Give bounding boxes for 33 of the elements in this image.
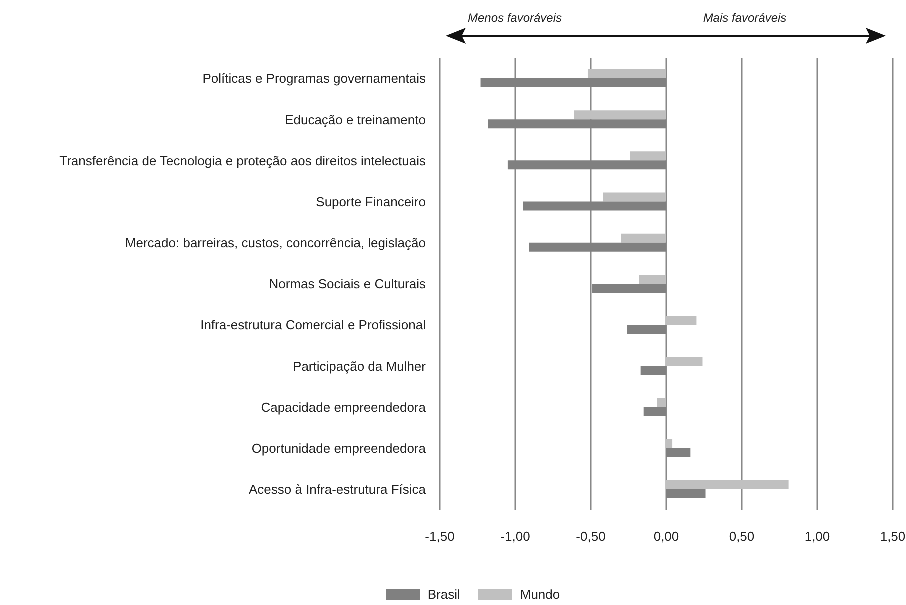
x-tick-label: 0,00 xyxy=(654,529,680,544)
bar xyxy=(657,398,666,408)
legend-label: Mundo xyxy=(520,587,560,602)
x-tick-label: 1,00 xyxy=(804,529,830,544)
text: Mais favoráveis xyxy=(703,11,787,25)
bar xyxy=(621,234,666,243)
y-tick-label: Transferência de Tecnologia e proteção aos direitos intelectuais xyxy=(60,153,426,168)
y-tick-label: Infra-estrutura Comercial e Profissional xyxy=(200,318,426,333)
y-tick-label: Suporte Financeiro xyxy=(316,194,426,210)
y-tick-label: Normas Sociais e Culturais xyxy=(269,276,426,292)
bar xyxy=(603,192,666,202)
legend-label: Brasil xyxy=(428,587,460,602)
bar xyxy=(630,152,666,161)
x-tick-label: -1,00 xyxy=(500,529,530,544)
bar xyxy=(588,70,666,79)
x-tick-label: 1,50 xyxy=(880,529,906,544)
x-tick-label: -1,50 xyxy=(425,529,455,544)
y-tick-label: Oportunidade empreendedora xyxy=(252,440,427,456)
bar xyxy=(666,316,697,326)
x-tick-label: -0,50 xyxy=(576,529,606,544)
bar xyxy=(574,110,666,120)
y-tick-label: Educação e treinamento xyxy=(285,112,426,128)
y-tick-label: Acesso à Infra-estrutura Física xyxy=(248,482,427,498)
x-tick-label: 0,50 xyxy=(729,529,755,544)
bar xyxy=(666,357,703,366)
bar xyxy=(666,439,673,448)
text: Menos favoráveis xyxy=(468,11,562,25)
y-tick-label: Capacidade empreendedora xyxy=(261,400,427,415)
y-tick-label: Mercado: barreiras, custos, concorrência, legislação xyxy=(125,236,426,251)
bar xyxy=(666,480,789,490)
bar xyxy=(639,274,666,284)
y-tick-label: Participação da Mulher xyxy=(293,358,427,374)
y-tick-label: Políticas e Programas governamentais xyxy=(202,71,426,86)
